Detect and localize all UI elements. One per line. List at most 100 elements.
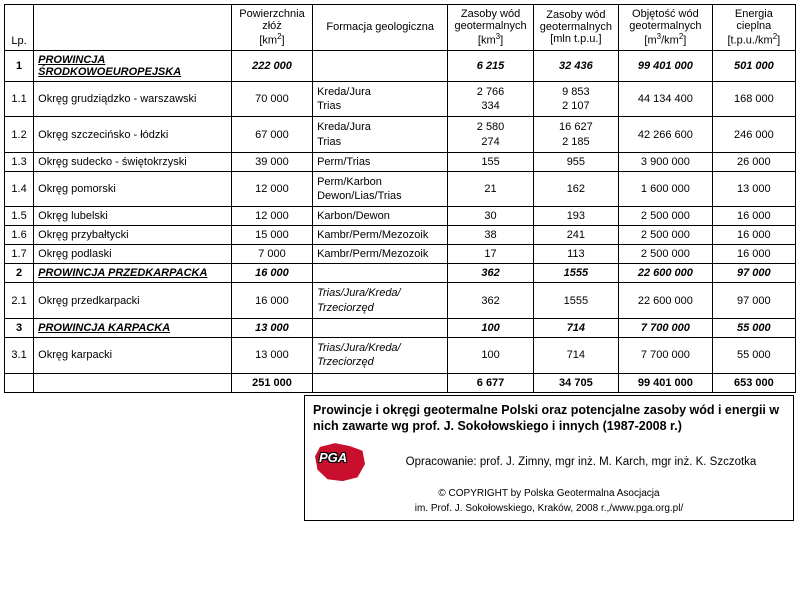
cell-km3: 21 [448, 171, 533, 207]
cell-name: Okręg karpacki [34, 338, 232, 374]
cell-tpu: 16 6272 185 [533, 117, 618, 153]
cell-lp: 3.1 [5, 338, 34, 374]
cell-energy: 55 000 [712, 319, 795, 338]
cell-km3: 100 [448, 319, 533, 338]
cell-vol: 7 700 000 [619, 319, 713, 338]
cell-lp: 1.5 [5, 207, 34, 226]
cell-lp: 1.4 [5, 171, 34, 207]
cell-geo: Kreda/JuraTrias [313, 117, 448, 153]
h-name [34, 5, 232, 51]
cell-tpu: 162 [533, 171, 618, 207]
cell-vol: 42 266 600 [619, 117, 713, 153]
cell-tpu: 955 [533, 152, 618, 171]
cell-geo [313, 50, 448, 81]
cell-area: 251 000 [231, 373, 312, 392]
cell-geo: Perm/KarbonDewon/Lias/Trias [313, 171, 448, 207]
cell-name: Okręg lubelski [34, 207, 232, 226]
cell-geo [313, 264, 448, 283]
cell-area: 70 000 [231, 81, 312, 117]
table-row: 1.7Okręg podlaski7 000Kambr/Perm/Mezozoi… [5, 245, 796, 264]
cell-lp: 3 [5, 319, 34, 338]
cell-lp: 2 [5, 264, 34, 283]
h-km3: Zasoby wódgeotermalnych[km3] [448, 5, 533, 51]
footer-copy1: © COPYRIGHT by Polska Geotermalna Asocja… [313, 488, 785, 499]
table-row: 1.2Okręg szczecińsko - łódzki67 000Kreda… [5, 117, 796, 153]
cell-area: 12 000 [231, 171, 312, 207]
cell-km3: 362 [448, 264, 533, 283]
cell-geo: Kambr/Perm/Mezozoik [313, 226, 448, 245]
cell-name: PROWINCJA ŚRODKOWOEUROPEJSKA [34, 50, 232, 81]
cell-name: Okręg grudziądzko - warszawski [34, 81, 232, 117]
province-row: 1PROWINCJA ŚRODKOWOEUROPEJSKA222 0006 21… [5, 50, 796, 81]
geothermal-table: Lp. Powierzchniazłóż[km2] Formacja geolo… [4, 4, 796, 393]
cell-km3: 17 [448, 245, 533, 264]
h-lp: Lp. [5, 5, 34, 51]
footer-credits: Opracowanie: prof. J. Zimny, mgr inż. M.… [377, 456, 785, 468]
cell-name: Okręg przedkarpacki [34, 283, 232, 319]
pga-logo-text: PGA [319, 450, 347, 465]
cell-energy: 16 000 [712, 207, 795, 226]
cell-tpu: 1555 [533, 283, 618, 319]
province-row: 2PROWINCJA PRZEDKARPACKA16 000362155522 … [5, 264, 796, 283]
cell-vol: 99 401 000 [619, 373, 713, 392]
cell-area: 12 000 [231, 207, 312, 226]
cell-energy: 16 000 [712, 226, 795, 245]
cell-km3: 6 677 [448, 373, 533, 392]
cell-km3: 2 580274 [448, 117, 533, 153]
total-row: 251 0006 67734 70599 401 000653 000 [5, 373, 796, 392]
cell-area: 15 000 [231, 226, 312, 245]
cell-geo: Trias/Jura/Kreda/Trzeciorzęd [313, 283, 448, 319]
cell-area: 16 000 [231, 283, 312, 319]
cell-area: 13 000 [231, 319, 312, 338]
cell-vol: 22 600 000 [619, 264, 713, 283]
cell-name: Okręg pomorski [34, 171, 232, 207]
cell-energy: 13 000 [712, 171, 795, 207]
cell-lp: 1 [5, 50, 34, 81]
cell-km3: 100 [448, 338, 533, 374]
table-row: 1.5Okręg lubelski12 000Karbon/Dewon30193… [5, 207, 796, 226]
cell-energy: 16 000 [712, 245, 795, 264]
h-tpu: Zasoby wódgeotermalnych[mln t.p.u.] [533, 5, 618, 51]
cell-vol: 44 134 400 [619, 81, 713, 117]
cell-area: 13 000 [231, 338, 312, 374]
table-row: 1.6Okręg przybałtycki15 000Kambr/Perm/Me… [5, 226, 796, 245]
cell-area: 16 000 [231, 264, 312, 283]
province-row: 3PROWINCJA KARPACKA13 0001007147 700 000… [5, 319, 796, 338]
footer-box: Prowincje i okręgi geotermalne Polski or… [304, 395, 794, 522]
cell-km3: 6 215 [448, 50, 533, 81]
cell-energy: 168 000 [712, 81, 795, 117]
cell-tpu: 714 [533, 338, 618, 374]
cell-area: 67 000 [231, 117, 312, 153]
cell-tpu: 9 8532 107 [533, 81, 618, 117]
cell-lp: 2.1 [5, 283, 34, 319]
cell-lp: 1.3 [5, 152, 34, 171]
cell-geo: Kambr/Perm/Mezozoik [313, 245, 448, 264]
cell-name: Okręg przybałtycki [34, 226, 232, 245]
table-row: 1.4Okręg pomorski12 000Perm/KarbonDewon/… [5, 171, 796, 207]
cell-vol: 99 401 000 [619, 50, 713, 81]
h-area: Powierzchniazłóż[km2] [231, 5, 312, 51]
table-row: 3.1Okręg karpacki13 000Trias/Jura/Kreda/… [5, 338, 796, 374]
cell-tpu: 34 705 [533, 373, 618, 392]
cell-energy: 97 000 [712, 283, 795, 319]
cell-tpu: 32 436 [533, 50, 618, 81]
cell-area: 39 000 [231, 152, 312, 171]
cell-tpu: 1555 [533, 264, 618, 283]
cell-lp: 1.2 [5, 117, 34, 153]
cell-geo: Perm/Trias [313, 152, 448, 171]
cell-vol: 2 500 000 [619, 207, 713, 226]
cell-km3: 38 [448, 226, 533, 245]
cell-name [34, 373, 232, 392]
h-geo: Formacja geologiczna [313, 5, 448, 51]
cell-area: 7 000 [231, 245, 312, 264]
footer-copy2: im. Prof. J. Sokołowskiego, Kraków, 2008… [313, 503, 785, 514]
cell-tpu: 714 [533, 319, 618, 338]
cell-name: Okręg sudecko - świętokrzyski [34, 152, 232, 171]
cell-km3: 362 [448, 283, 533, 319]
cell-lp: 1.7 [5, 245, 34, 264]
cell-km3: 2 766334 [448, 81, 533, 117]
cell-lp [5, 373, 34, 392]
cell-name: Okręg szczecińsko - łódzki [34, 117, 232, 153]
cell-km3: 155 [448, 152, 533, 171]
cell-energy: 501 000 [712, 50, 795, 81]
